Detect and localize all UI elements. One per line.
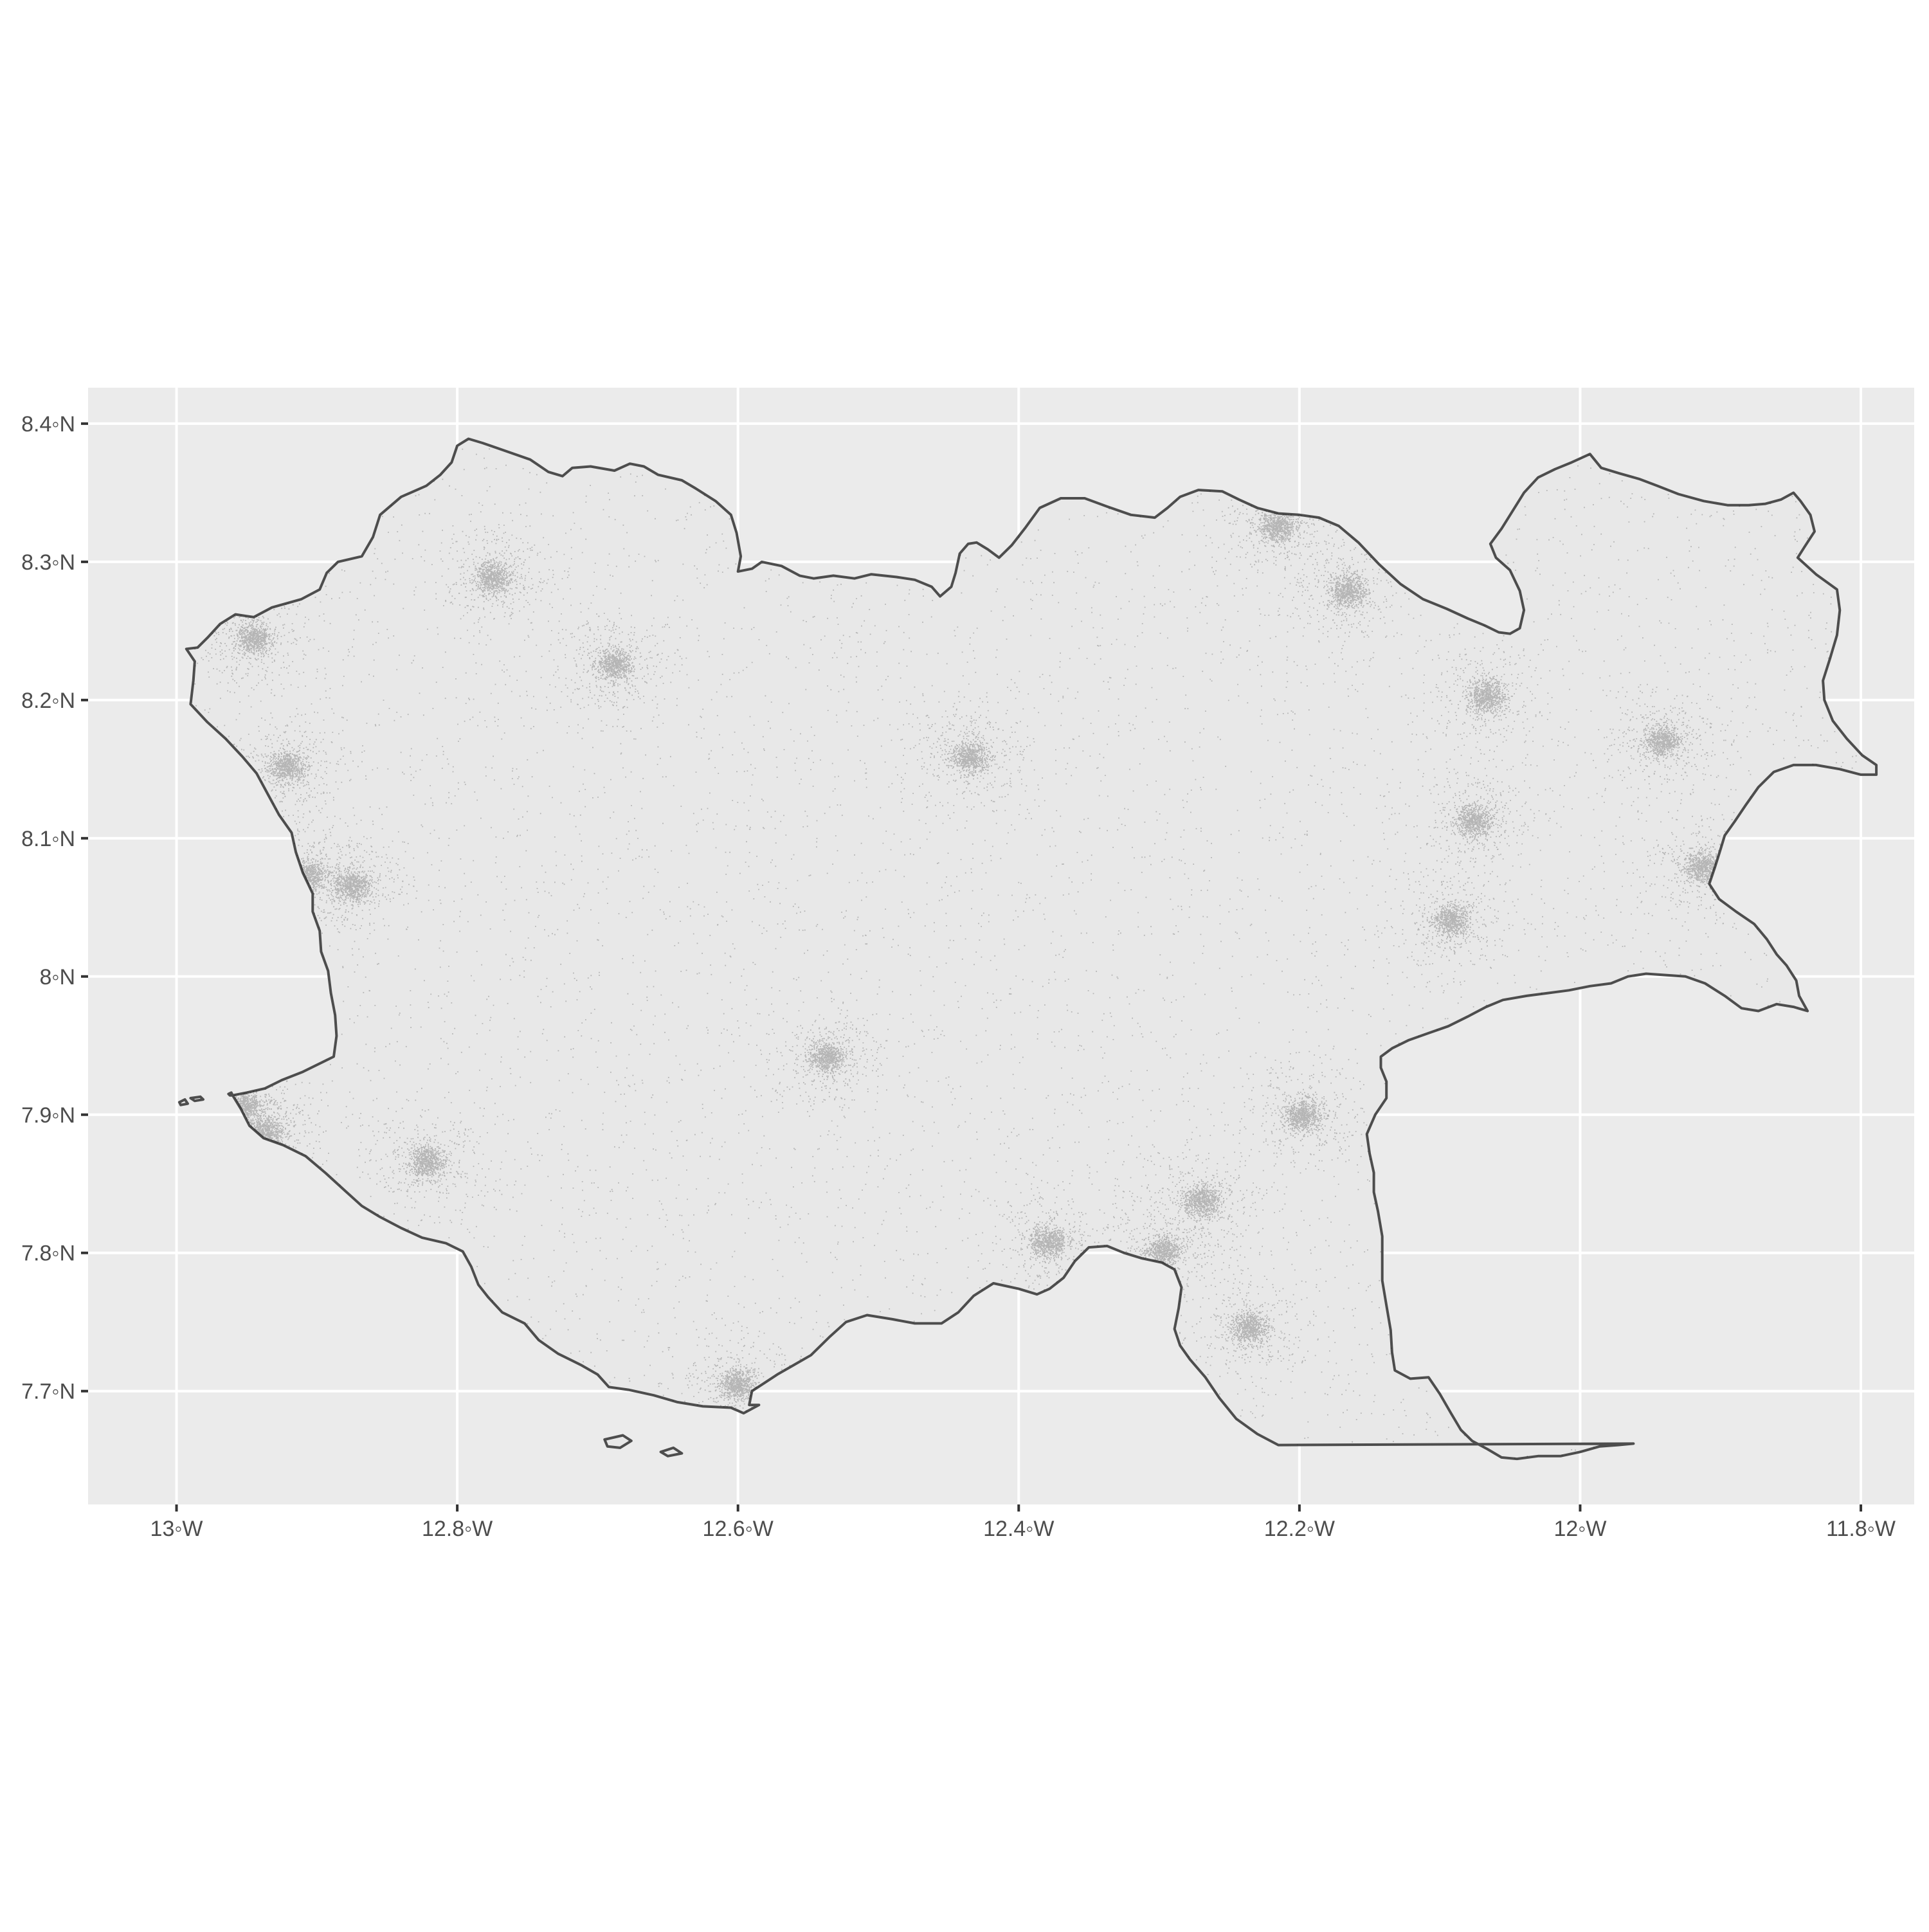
region-layer [177, 437, 1878, 1461]
x-tick-label: 12.6◦W [703, 1517, 774, 1541]
y-tick-label: 7.7◦N [21, 1380, 75, 1404]
y-tick-label: 7.9◦N [21, 1103, 75, 1128]
island-boundary [227, 1091, 234, 1097]
island-boundary [659, 1446, 684, 1458]
x-tick-label: 12◦W [1553, 1517, 1606, 1541]
axes: 13◦W 12.8◦W 12.6◦W 12.4◦W 12.2◦W 12◦W 11.8◦W 8.… [21, 412, 1896, 1541]
island-boundary [177, 1098, 189, 1106]
x-tick-label: 12.8◦W [422, 1517, 493, 1541]
region-boundary [185, 437, 1878, 1461]
x-tick-label: 13◦W [150, 1517, 203, 1541]
island-boundary [603, 1434, 633, 1449]
island-boundary [189, 1095, 204, 1103]
x-tick-label: 12.2◦W [1264, 1517, 1335, 1541]
y-tick-label: 7.8◦N [21, 1241, 75, 1266]
y-tick-label: 8◦N [39, 965, 75, 989]
y-tick-label: 8.4◦N [21, 412, 75, 437]
y-tick-label: 8.2◦N [21, 689, 75, 713]
x-tick-label: 11.8◦W [1826, 1517, 1896, 1541]
y-tick-label: 8.3◦N [21, 550, 75, 575]
x-tick-label: 12.4◦W [983, 1517, 1054, 1541]
y-tick-label: 8.1◦N [21, 827, 75, 851]
